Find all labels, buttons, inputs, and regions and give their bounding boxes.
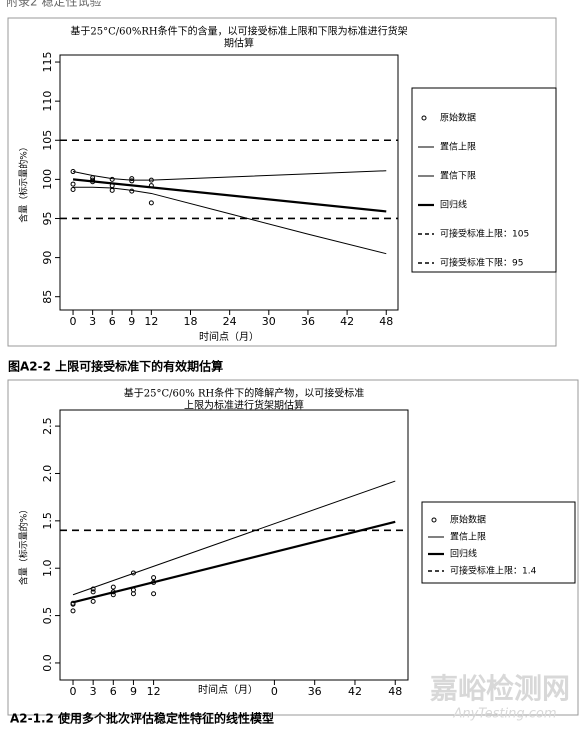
x-tick-label: 48 bbox=[379, 315, 393, 328]
data-point bbox=[129, 178, 135, 184]
chart-frame bbox=[7, 379, 579, 716]
x-tick-label: 36 bbox=[308, 685, 322, 698]
y-tick-label: 2.0 bbox=[41, 465, 54, 483]
chart-title: 基于25°C/60% RH条件下的降解产物，以可接受标准 bbox=[124, 387, 364, 400]
y-tick-label: 105 bbox=[41, 130, 54, 151]
y-axis-label: 含量（标示量的%） bbox=[18, 142, 30, 223]
legend-label: 可接受标准下限：95 bbox=[440, 257, 523, 269]
series-line bbox=[72, 480, 396, 596]
x-tick-label: 48 bbox=[388, 685, 402, 698]
x-tick-label: 0 bbox=[271, 685, 278, 698]
y-tick-label: 85 bbox=[41, 290, 54, 304]
y-tick-label: 1.0 bbox=[41, 559, 54, 577]
x-tick-label: 24 bbox=[223, 315, 237, 328]
series-line bbox=[72, 170, 387, 181]
x-tick-label: 18 bbox=[184, 315, 198, 328]
legend-label: 原始数据 bbox=[450, 514, 486, 526]
plot-area bbox=[59, 54, 399, 311]
data-point bbox=[70, 181, 76, 187]
plot-area bbox=[59, 409, 409, 681]
chart-title: 基于25°C/60%RH条件下的含量，以可接受标准上限和下限为标准进行货架 bbox=[70, 25, 407, 38]
data-point bbox=[109, 187, 115, 193]
legend-marker bbox=[421, 115, 427, 121]
x-tick-label: 9 bbox=[128, 315, 135, 328]
y-tick-label: 110 bbox=[41, 91, 54, 112]
legend-label: 原始数据 bbox=[440, 112, 476, 124]
data-point bbox=[90, 598, 96, 604]
figure-caption: 图A2-2 上限可接受标准下的有效期估算 bbox=[8, 359, 223, 374]
header-text: 附录2 稳定性试验 bbox=[6, 0, 101, 9]
x-tick-label: 0 bbox=[70, 315, 77, 328]
series-line bbox=[73, 186, 387, 255]
x-tick-label: 12 bbox=[147, 685, 161, 698]
data-point bbox=[70, 608, 76, 614]
legend-label: 置信下限 bbox=[440, 170, 476, 182]
y-tick-label: 0.0 bbox=[41, 654, 54, 672]
legend-label: 回归线 bbox=[440, 199, 467, 211]
x-tick-label: 3 bbox=[90, 685, 97, 698]
y-tick-label: 100 bbox=[41, 169, 54, 190]
x-tick-label: 30 bbox=[262, 315, 276, 328]
data-point bbox=[70, 187, 76, 193]
data-point bbox=[148, 200, 154, 206]
data-point bbox=[90, 589, 96, 595]
x-tick-label: 0 bbox=[70, 685, 77, 698]
legend-label: 可接受标准上限：105 bbox=[440, 228, 529, 240]
data-point bbox=[90, 586, 96, 592]
legend-label: 回归线 bbox=[450, 548, 477, 560]
data-point bbox=[151, 591, 157, 597]
y-tick-label: 1.5 bbox=[41, 512, 54, 530]
y-axis-label: 含量（标示量的%） bbox=[18, 505, 30, 586]
data-point bbox=[109, 176, 115, 182]
legend-label: 置信上限 bbox=[450, 531, 486, 543]
legend-box bbox=[411, 87, 557, 273]
x-tick-label: 3 bbox=[89, 315, 96, 328]
x-axis-label: 时间点（月） bbox=[199, 330, 259, 343]
legend-marker bbox=[431, 517, 437, 523]
x-tick-label: 6 bbox=[109, 315, 116, 328]
watermark-sub: AnyTesting.com bbox=[452, 707, 556, 722]
legend-label: 可接受标准上限：1.4 bbox=[450, 565, 537, 577]
chart-title: 期估算 bbox=[224, 37, 254, 50]
legend-box bbox=[421, 501, 576, 584]
y-tick-label: 95 bbox=[41, 211, 54, 225]
watermark: 嘉峪检测网 bbox=[430, 672, 570, 705]
x-tick-label: 42 bbox=[348, 685, 362, 698]
y-tick-label: 0.5 bbox=[41, 607, 54, 625]
x-tick-label: 36 bbox=[301, 315, 315, 328]
x-tick-label: 42 bbox=[340, 315, 354, 328]
x-tick-label: 6 bbox=[110, 685, 117, 698]
y-tick-label: 2.5 bbox=[41, 417, 54, 435]
y-tick-label: 115 bbox=[41, 52, 54, 73]
data-point bbox=[130, 591, 136, 597]
data-point bbox=[110, 584, 116, 590]
series-line bbox=[72, 520, 396, 604]
x-tick-label: 12 bbox=[144, 315, 158, 328]
y-tick-label: 90 bbox=[41, 251, 54, 265]
series-line bbox=[72, 178, 387, 213]
x-tick-label: 9 bbox=[130, 685, 137, 698]
data-point bbox=[151, 575, 157, 581]
x-axis-label: 时间点（月） bbox=[198, 683, 258, 696]
chart-title: 上限为标准进行货架期估算 bbox=[184, 399, 304, 412]
legend-label: 置信上限 bbox=[440, 141, 476, 153]
footer-text: A2-1.2 使用多个批次评估稳定性特征的线性模型 bbox=[10, 711, 274, 726]
